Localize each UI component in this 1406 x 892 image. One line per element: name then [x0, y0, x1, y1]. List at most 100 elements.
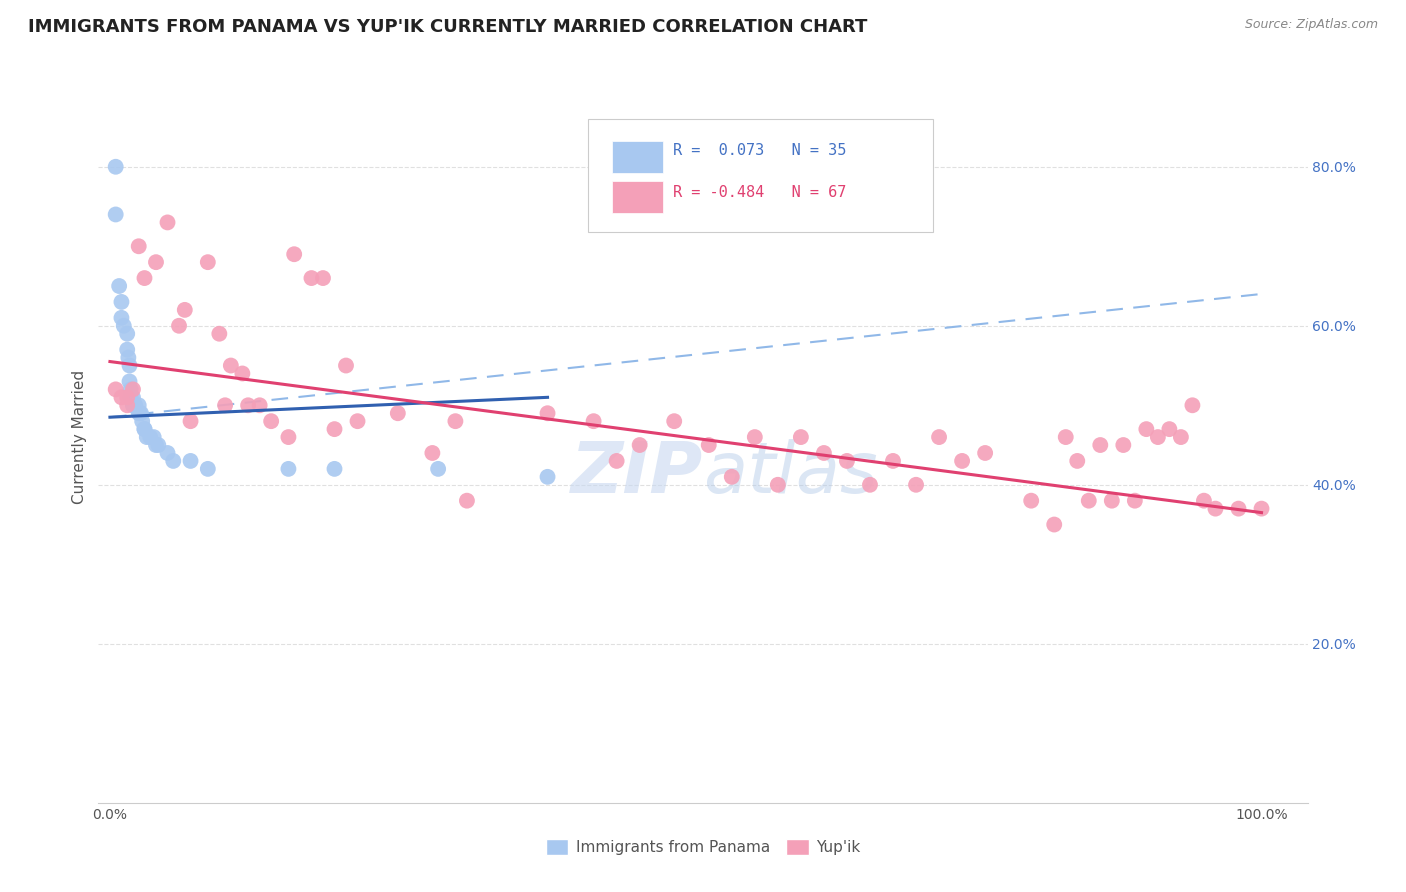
Point	[323, 422, 346, 436]
Point	[950, 454, 973, 468]
Point	[456, 493, 478, 508]
Point	[323, 462, 346, 476]
Point	[1066, 454, 1088, 468]
Point	[128, 398, 150, 412]
Point	[122, 383, 145, 397]
Point	[1135, 422, 1157, 436]
Point	[744, 430, 766, 444]
Point	[104, 207, 127, 221]
Point	[145, 255, 167, 269]
Point	[134, 271, 156, 285]
Point	[110, 310, 132, 325]
Point	[249, 398, 271, 412]
Point	[104, 383, 127, 397]
Point	[162, 454, 184, 468]
Point	[859, 477, 882, 491]
Point	[335, 359, 357, 373]
Point	[790, 430, 813, 444]
Point	[118, 359, 141, 373]
Point	[536, 470, 558, 484]
Point	[120, 383, 142, 397]
Point	[115, 390, 138, 404]
Text: IMMIGRANTS FROM PANAMA VS YUP'IK CURRENTLY MARRIED CORRELATION CHART: IMMIGRANTS FROM PANAMA VS YUP'IK CURRENT…	[28, 18, 868, 36]
Point	[173, 302, 195, 317]
Point	[115, 326, 138, 341]
Point	[131, 414, 153, 428]
Point	[1101, 493, 1123, 508]
FancyBboxPatch shape	[613, 141, 664, 173]
Point	[882, 454, 904, 468]
FancyBboxPatch shape	[588, 119, 932, 232]
Point	[219, 359, 242, 373]
Point	[1159, 422, 1181, 436]
Point	[104, 160, 127, 174]
Point	[905, 477, 928, 491]
Point	[1147, 430, 1170, 444]
Point	[112, 318, 135, 333]
Point	[208, 326, 231, 341]
Point	[156, 215, 179, 229]
Point	[1123, 493, 1146, 508]
Point	[277, 462, 299, 476]
Point	[122, 398, 145, 412]
Point	[145, 438, 167, 452]
Point	[128, 406, 150, 420]
Text: R =  0.073   N = 35: R = 0.073 N = 35	[672, 143, 846, 158]
Point	[628, 438, 651, 452]
Point	[128, 239, 150, 253]
Point	[167, 318, 190, 333]
Point	[422, 446, 444, 460]
Point	[115, 343, 138, 357]
Text: atlas: atlas	[703, 439, 877, 508]
Point	[1192, 493, 1215, 508]
Point	[128, 406, 150, 420]
Point	[142, 430, 165, 444]
Point	[180, 454, 202, 468]
Point	[974, 446, 997, 460]
Point	[1170, 430, 1192, 444]
Point	[444, 414, 467, 428]
Point	[1019, 493, 1042, 508]
Point	[117, 351, 139, 365]
Point	[139, 430, 162, 444]
Point	[1043, 517, 1066, 532]
Point	[427, 462, 450, 476]
Point	[1077, 493, 1099, 508]
Point	[236, 398, 259, 412]
Point	[197, 255, 219, 269]
Point	[108, 279, 131, 293]
Legend: Immigrants from Panama, Yup'ik: Immigrants from Panama, Yup'ik	[540, 833, 866, 861]
Y-axis label: Currently Married: Currently Married	[72, 370, 87, 504]
Point	[129, 406, 152, 420]
Point	[283, 247, 305, 261]
Point	[134, 422, 156, 436]
Point	[122, 390, 145, 404]
Point	[1054, 430, 1077, 444]
Point	[835, 454, 858, 468]
Point	[301, 271, 323, 285]
Point	[156, 446, 179, 460]
Point	[1227, 501, 1250, 516]
Point	[260, 414, 283, 428]
Point	[928, 430, 950, 444]
Point	[110, 294, 132, 309]
Point	[180, 414, 202, 428]
Point	[312, 271, 335, 285]
Point	[134, 422, 156, 436]
Point	[148, 438, 170, 452]
Point	[536, 406, 558, 420]
Point	[1181, 398, 1204, 412]
Point	[1112, 438, 1135, 452]
Point	[118, 375, 141, 389]
Text: ZIP: ZIP	[571, 439, 703, 508]
Point	[720, 470, 742, 484]
Point	[231, 367, 253, 381]
Point	[124, 398, 146, 412]
Point	[277, 430, 299, 444]
Point	[582, 414, 605, 428]
Point	[135, 430, 157, 444]
FancyBboxPatch shape	[613, 181, 664, 213]
Point	[606, 454, 628, 468]
Point	[697, 438, 720, 452]
Point	[664, 414, 686, 428]
